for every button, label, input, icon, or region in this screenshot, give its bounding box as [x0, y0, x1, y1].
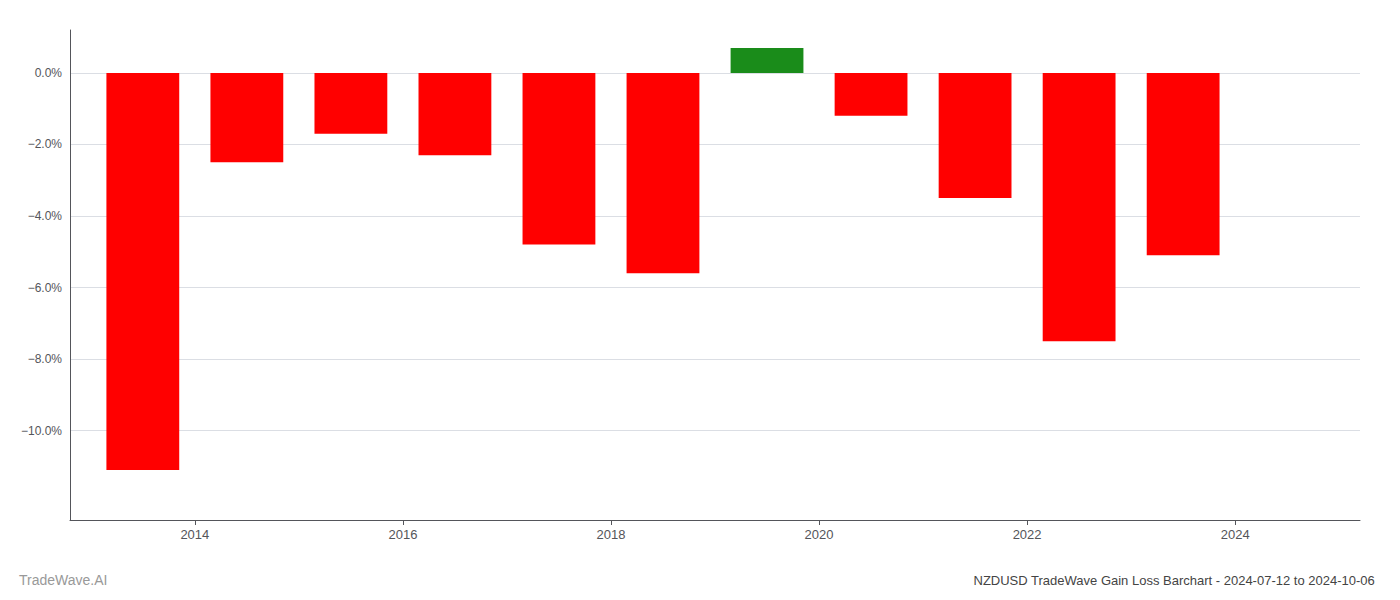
svg-text:0.0%: 0.0%: [35, 66, 63, 80]
svg-text:2022: 2022: [1013, 527, 1042, 542]
svg-text:TradeWave.AI: TradeWave.AI: [19, 572, 107, 588]
svg-text:2014: 2014: [180, 527, 209, 542]
svg-text:2020: 2020: [805, 527, 834, 542]
svg-text:−8.0%: −8.0%: [28, 352, 63, 366]
svg-text:2016: 2016: [388, 527, 417, 542]
svg-text:2024: 2024: [1221, 527, 1250, 542]
svg-text:−2.0%: −2.0%: [28, 137, 63, 151]
svg-text:−10.0%: −10.0%: [21, 424, 62, 438]
svg-text:−6.0%: −6.0%: [28, 281, 63, 295]
svg-text:NZDUSD TradeWave Gain Loss Bar: NZDUSD TradeWave Gain Loss Barchart - 20…: [973, 573, 1374, 588]
svg-text:−4.0%: −4.0%: [28, 209, 63, 223]
svg-text:2018: 2018: [597, 527, 626, 542]
